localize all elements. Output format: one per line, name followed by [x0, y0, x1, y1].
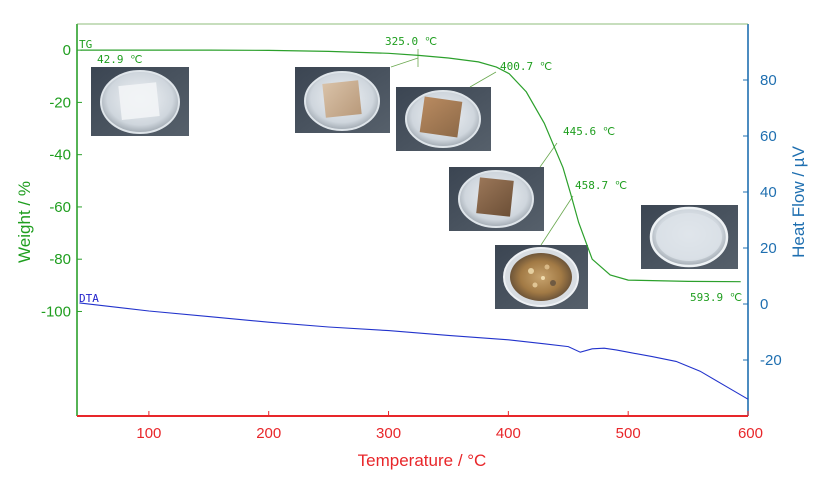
x-tick-marks: 100 200 300 400 500 600 [136, 411, 763, 442]
annotation-458-7: 458.7 ℃ [575, 179, 627, 192]
right-tick-marks: 80 60 40 20 0 -20 [743, 72, 782, 369]
y-left-axis-title: Weight / % [15, 181, 34, 263]
annotation-42-9: 42.9 ℃ [97, 53, 142, 66]
x-tick-label: 600 [738, 425, 763, 442]
y-left-tick-label: -20 [49, 94, 71, 111]
y-right-tick-label: 0 [760, 296, 768, 313]
y-right-tick-label: 60 [760, 128, 777, 145]
y-left-tick-label: 0 [63, 42, 71, 59]
sample-photo-1 [91, 67, 189, 136]
y-left-tick-label: -60 [49, 199, 71, 216]
annotation-445-6: 445.6 ℃ [563, 125, 615, 138]
dta-series-line [79, 302, 749, 400]
sample-photo-3 [396, 87, 491, 151]
y-left-tick-label: -100 [41, 303, 71, 320]
sample-photo-6 [641, 205, 738, 269]
x-tick-label: 200 [256, 425, 281, 442]
y-right-axis-title: Heat Flow / µV [789, 145, 808, 257]
tg-series-line [80, 49, 741, 283]
y-left-tick-label: -40 [49, 147, 71, 164]
annotation-400-7: 400.7 ℃ [500, 60, 552, 73]
y-left-tick-label: -80 [49, 251, 71, 268]
dta-series-label: DTA [79, 292, 99, 305]
x-tick-label: 400 [496, 425, 521, 442]
sample-photo-2 [295, 67, 390, 133]
annotation-593-9: 593.9 ℃ [690, 291, 742, 304]
left-tick-marks: 0 -20 -40 -60 -80 -100 [41, 42, 82, 320]
x-tick-label: 100 [136, 425, 161, 442]
y-right-tick-label: -20 [760, 352, 782, 369]
tg-series-label: TG [79, 38, 92, 51]
sample-photo-5 [495, 245, 588, 309]
x-tick-label: 300 [376, 425, 401, 442]
y-right-tick-label: 40 [760, 184, 777, 201]
annotation-325-0: 325.0 ℃ [385, 35, 437, 48]
sample-photo-4 [449, 167, 544, 231]
x-axis-title: Temperature / °C [358, 451, 487, 470]
y-right-tick-label: 20 [760, 240, 777, 257]
x-tick-label: 500 [616, 425, 641, 442]
y-right-tick-label: 80 [760, 72, 777, 89]
